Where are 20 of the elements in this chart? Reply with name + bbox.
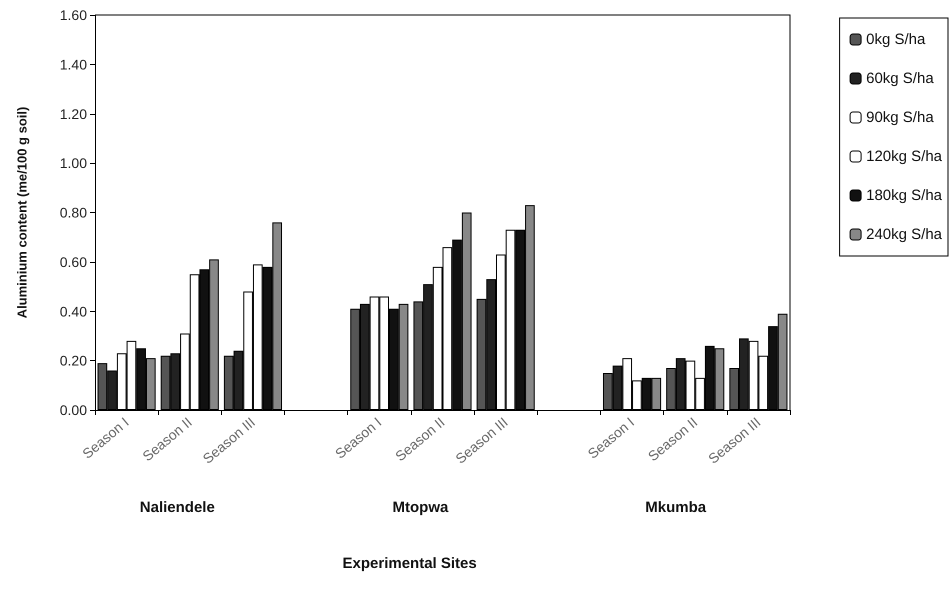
y-tick-label: 0.60 (60, 254, 88, 270)
y-tick-label: 1.20 (60, 106, 88, 122)
y-tick-label: 0.20 (60, 352, 88, 369)
y-tick-label: 0.00 (60, 402, 88, 418)
y-tick-label: 0.40 (60, 303, 88, 320)
text: Experimental Sites (342, 555, 477, 572)
legend-label: 0kg S/ha (866, 31, 926, 48)
y-axis-title: Aluminium content (me/100 g soil) (14, 106, 30, 318)
text: Naliendele (140, 499, 215, 516)
legend-label: 90kg S/ha (866, 109, 934, 126)
legend-label: 60kg S/ha (866, 70, 934, 87)
y-tick-label: 1.60 (60, 7, 88, 23)
y-tick-label: 1.40 (60, 56, 88, 72)
legend-label: 120kg S/ha (866, 148, 943, 165)
y-tick-label: 0.80 (60, 204, 88, 220)
y-tick-label: 1.00 (60, 155, 88, 172)
text: Mtopwa (392, 499, 449, 516)
text: Mkumba (645, 499, 707, 516)
legend-label: 180kg S/ha (866, 187, 943, 204)
legend-label: 240kg S/ha (866, 226, 943, 243)
